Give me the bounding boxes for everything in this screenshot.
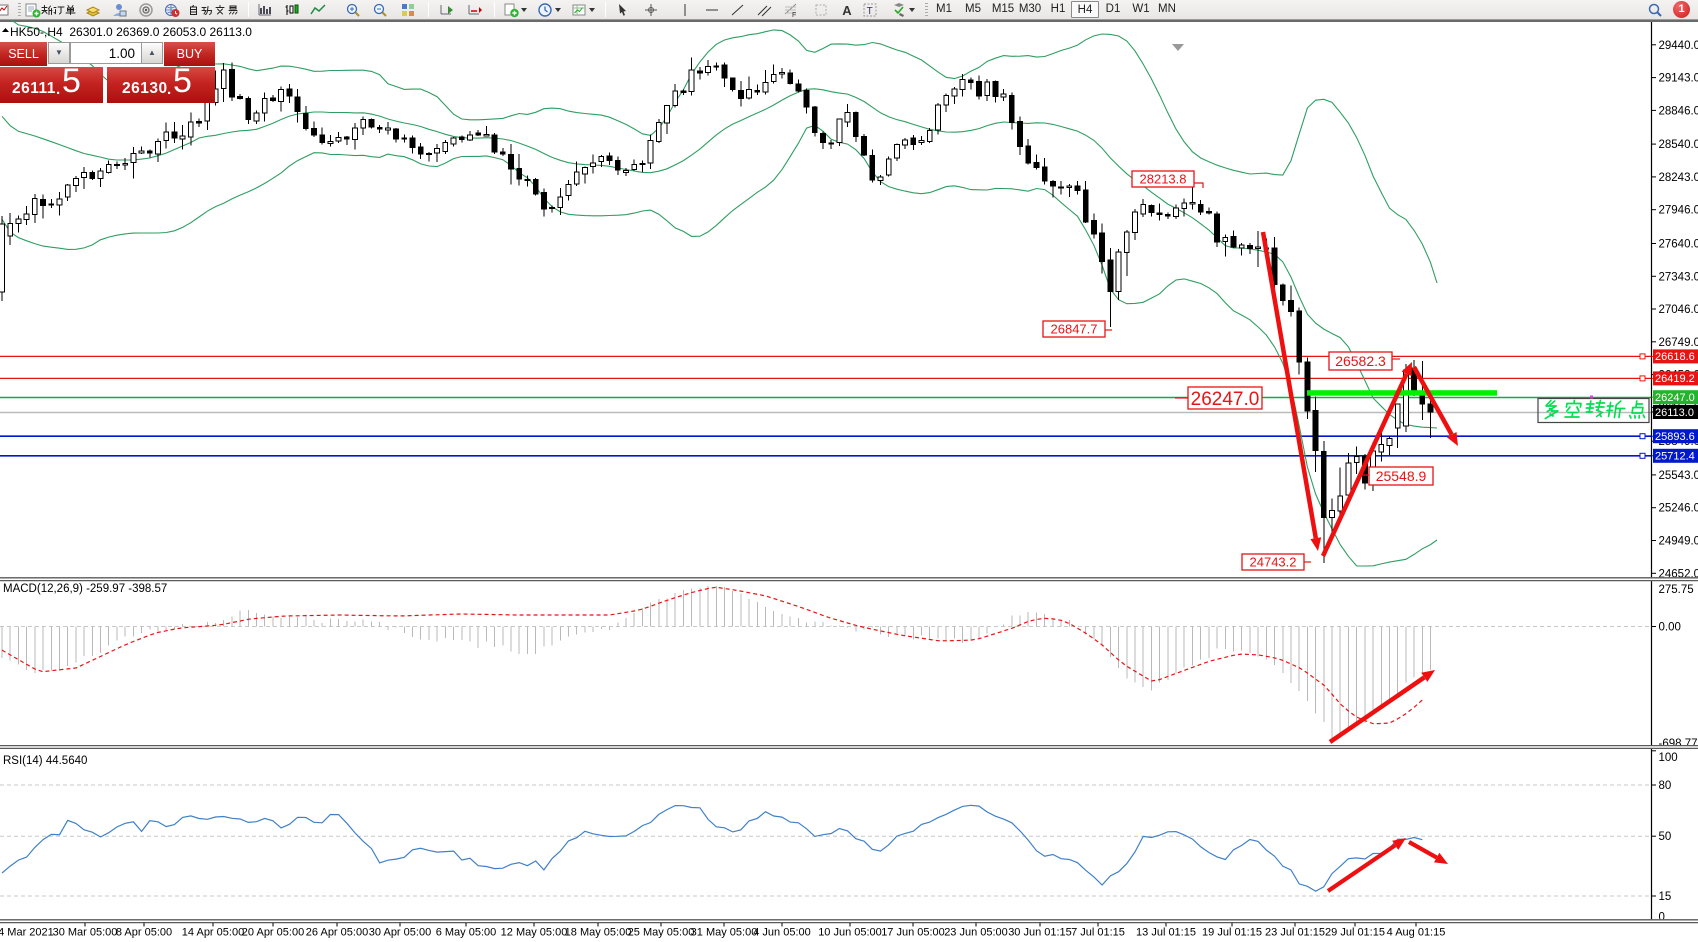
svg-text:27343.0: 27343.0 — [1659, 271, 1698, 283]
svg-text:18 May 05:00: 18 May 05:00 — [565, 927, 632, 939]
svg-text:26 Apr 05:00: 26 Apr 05:00 — [306, 927, 368, 939]
svg-text:19 Jul 01:15: 19 Jul 01:15 — [1202, 927, 1262, 939]
svg-text:10 Jun 05:00: 10 Jun 05:00 — [818, 927, 882, 939]
svg-text:6 May 05:00: 6 May 05:00 — [436, 927, 497, 939]
svg-text:275.75: 275.75 — [1659, 584, 1694, 596]
svg-text:4 Aug 01:15: 4 Aug 01:15 — [1387, 927, 1446, 939]
svg-text:T: T — [867, 6, 873, 17]
svg-text:28846.0: 28846.0 — [1659, 105, 1698, 117]
svg-text:31 May 05:00: 31 May 05:00 — [691, 927, 758, 939]
svg-text:26247.0: 26247.0 — [1191, 389, 1260, 410]
svg-text:29440.0: 29440.0 — [1659, 40, 1698, 52]
svg-text:4 Jun 05:00: 4 Jun 05:00 — [753, 927, 811, 939]
svg-text:15: 15 — [1659, 891, 1672, 903]
svg-text:23 Jul 01:15: 23 Jul 01:15 — [1265, 927, 1325, 939]
svg-text:F: F — [792, 12, 796, 18]
svg-text:50: 50 — [1659, 831, 1672, 843]
svg-text:8 Apr 05:00: 8 Apr 05:00 — [116, 927, 172, 939]
svg-text:24743.2: 24743.2 — [1250, 555, 1297, 570]
svg-text:30 Apr 05:00: 30 Apr 05:00 — [369, 927, 431, 939]
svg-text:25543.0: 25543.0 — [1659, 470, 1698, 482]
svg-text:30 Jun 01:15: 30 Jun 01:15 — [1008, 927, 1072, 939]
svg-text:26582.3: 26582.3 — [1335, 353, 1386, 369]
svg-text:26113.0: 26113.0 — [1655, 407, 1694, 419]
svg-text:26247.0: 26247.0 — [1655, 392, 1695, 404]
svg-text:26847.7: 26847.7 — [1051, 322, 1098, 337]
svg-text:24 Mar 2021: 24 Mar 2021 — [0, 927, 54, 939]
svg-text:HK50-,H4 26301.0 26369.0 2605: HK50-,H4 26301.0 26369.0 26053.0 26113.0 — [10, 25, 252, 39]
svg-text:0.00: 0.00 — [1659, 622, 1681, 634]
svg-text:12 May 05:00: 12 May 05:00 — [501, 927, 568, 939]
svg-text:0: 0 — [1659, 912, 1665, 924]
svg-text:27640.0: 27640.0 — [1659, 239, 1698, 251]
svg-text:24949.0: 24949.0 — [1659, 536, 1698, 548]
svg-text:27046.0: 27046.0 — [1659, 304, 1698, 316]
svg-text:7 Jul 01:15: 7 Jul 01:15 — [1071, 927, 1125, 939]
svg-text:MACD(12,26,9) -259.97 -398.57: MACD(12,26,9) -259.97 -398.57 — [3, 583, 167, 595]
svg-text:26749.0: 26749.0 — [1659, 337, 1698, 349]
svg-text:80: 80 — [1659, 780, 1672, 792]
svg-text:25893.6: 25893.6 — [1655, 431, 1695, 443]
svg-text:28213.8: 28213.8 — [1140, 172, 1187, 187]
svg-text:27946.0: 27946.0 — [1659, 205, 1698, 217]
svg-text:29143.0: 29143.0 — [1659, 73, 1698, 85]
svg-text:26618.6: 26618.6 — [1655, 351, 1695, 363]
svg-text:20 Apr 05:00: 20 Apr 05:00 — [242, 927, 304, 939]
svg-text:29 Jul 01:15: 29 Jul 01:15 — [1325, 927, 1385, 939]
svg-text:26419.2: 26419.2 — [1655, 373, 1695, 385]
svg-text:23 Jun 05:00: 23 Jun 05:00 — [944, 927, 1008, 939]
svg-text:25 May 05:00: 25 May 05:00 — [628, 927, 695, 939]
svg-text:30 Mar 05:00: 30 Mar 05:00 — [53, 927, 118, 939]
svg-text:28540.0: 28540.0 — [1659, 139, 1698, 151]
svg-text:28243.0: 28243.0 — [1659, 172, 1698, 184]
svg-text:13 Jul 01:15: 13 Jul 01:15 — [1136, 927, 1196, 939]
svg-text:25712.4: 25712.4 — [1655, 451, 1695, 463]
svg-text:14 Apr 05:00: 14 Apr 05:00 — [182, 927, 244, 939]
svg-text:100: 100 — [1659, 752, 1678, 764]
svg-text:25246.0: 25246.0 — [1659, 503, 1698, 515]
svg-text:25548.9: 25548.9 — [1376, 468, 1427, 484]
svg-text:RSI(14) 44.5640: RSI(14) 44.5640 — [3, 755, 87, 767]
svg-text:17 Jun 05:00: 17 Jun 05:00 — [881, 927, 945, 939]
